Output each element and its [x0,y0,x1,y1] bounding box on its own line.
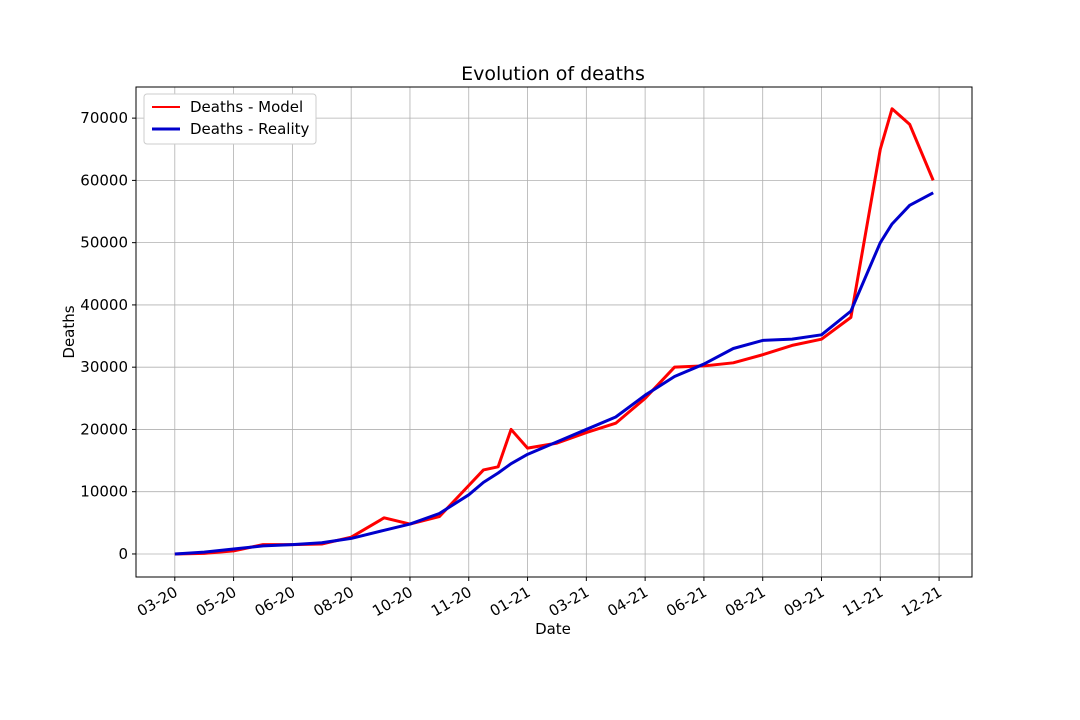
y-tick-label: 30000 [80,358,128,376]
x-tick-label: 10-20 [369,583,416,620]
x-tick-label: 05-20 [193,583,240,620]
y-tick-label: 70000 [80,109,128,127]
x-tick-label: 03-21 [546,583,593,620]
series-line [174,107,935,556]
x-tick-label: 04-21 [604,583,651,620]
x-tick-label: 03-20 [134,583,181,620]
y-tick-label: 20000 [80,420,128,438]
y-tick-label: 60000 [80,171,128,189]
y-tick-label: 0 [118,545,128,563]
x-tick-label: 01-21 [487,583,534,620]
x-tick-label: 08-20 [310,583,357,620]
x-tick-label: 06-20 [252,583,299,620]
legend-label: Deaths - Reality [190,120,310,138]
series-line [174,191,934,556]
y-tick-label: 40000 [80,296,128,314]
legend-box [143,93,317,145]
x-tick-label: 06-21 [663,583,710,620]
x-tick-label: 12-21 [898,583,945,620]
x-axis-label: Date [535,620,571,638]
x-tick-label: 11-20 [428,583,475,620]
y-tick-label: 10000 [80,483,128,501]
chart-title: Evolution of deaths [461,63,645,85]
x-tick-label: 08-21 [722,583,769,620]
legend-label: Deaths - Model [190,98,303,116]
x-tick-label: 09-21 [781,583,828,620]
plot-frame [135,86,973,578]
y-axis-label: Deaths [60,305,78,358]
x-tick-label: 11-21 [840,583,887,620]
y-tick-label: 50000 [80,234,128,252]
